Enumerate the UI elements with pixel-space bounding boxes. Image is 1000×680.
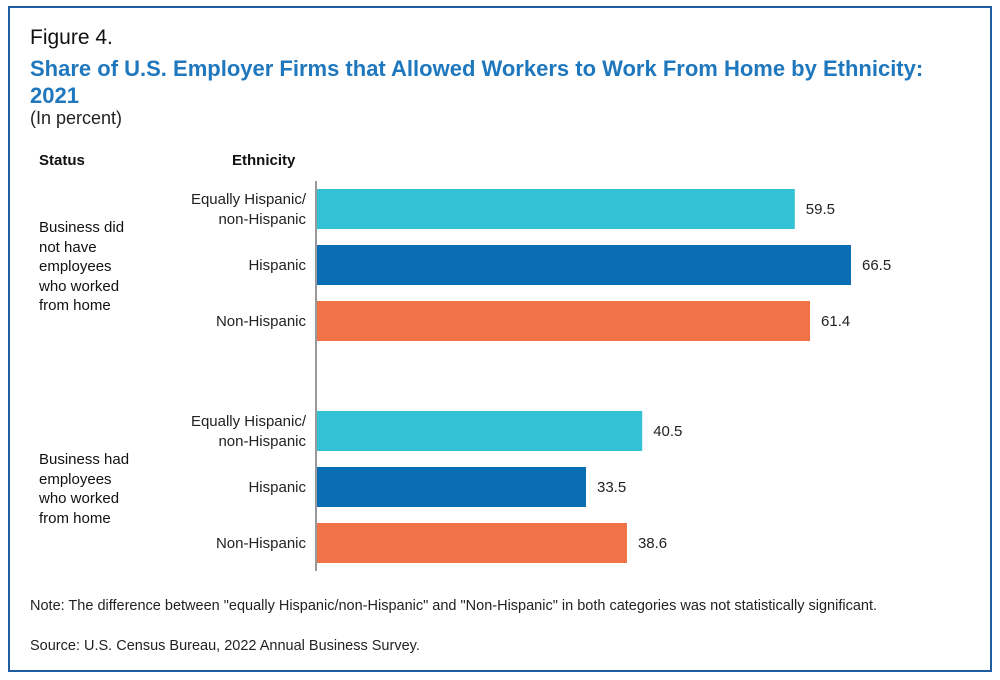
bar <box>317 523 627 563</box>
status-label-line: who worked <box>39 277 120 295</box>
chart-note: Note: The difference between "equally Hi… <box>30 598 878 614</box>
chart-subtitle: (In percent) <box>30 108 123 128</box>
bar <box>317 245 851 285</box>
category-label: non-Hispanic <box>218 433 306 450</box>
bar <box>317 301 811 341</box>
category-label: Equally Hispanic/ <box>191 413 307 430</box>
status-label-line: who worked <box>39 490 120 507</box>
status-label: Business had employees who worked from home <box>39 450 169 528</box>
status-label-line: Business had <box>39 451 130 468</box>
chart-source: Source: U.S. Census Bureau, 2022 Annual … <box>30 638 420 654</box>
bar <box>317 189 795 229</box>
bar <box>317 411 643 451</box>
data-label: 66.5 <box>862 257 891 274</box>
status-label-line: employees <box>39 470 112 488</box>
chart-title: Share of U.S. Employer Firms that Allowe… <box>30 56 924 108</box>
category-label: Hispanic <box>248 479 306 496</box>
category-label: Hispanic <box>248 257 306 274</box>
status-label-line: Business did <box>39 219 125 236</box>
category-label: Non-Hispanic <box>216 313 307 330</box>
data-label: 61.4 <box>821 313 850 330</box>
status-label-line: not have <box>39 238 97 256</box>
category-label: Non-Hispanic <box>216 535 307 552</box>
data-label: 38.6 <box>638 535 667 552</box>
category-label: Equally Hispanic/ <box>191 191 307 208</box>
category-label: non-Hispanic <box>218 211 306 228</box>
status-column-header: Status <box>39 152 85 169</box>
status-label: Business did not have employees who worked f… <box>39 218 169 316</box>
data-label: 40.5 <box>653 423 682 440</box>
bar <box>317 467 587 507</box>
status-label-line: employees <box>39 258 112 275</box>
data-label: 33.5 <box>597 479 626 496</box>
figure-label: Figure 4. <box>30 26 113 49</box>
ethnicity-column-header: Ethnicity <box>232 152 296 169</box>
data-label: 59.5 <box>806 201 835 218</box>
status-label-line: from home <box>39 509 111 527</box>
status-label-line: from home <box>39 297 111 314</box>
